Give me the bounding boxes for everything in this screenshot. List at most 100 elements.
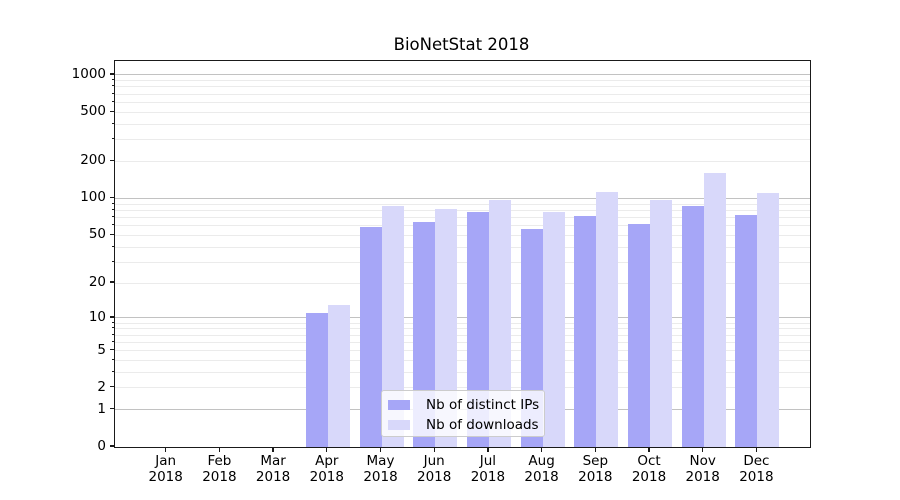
x-tick-month: Sep (582, 453, 609, 469)
legend: Nb of distinct IPs Nb of downloads (381, 390, 545, 437)
x-tick-month: Apr (315, 453, 339, 469)
x-axis-tick (648, 447, 650, 452)
bar-downloads (757, 192, 780, 447)
x-tick-label: Oct 2018 (621, 453, 677, 485)
bar-distinct-ips (305, 313, 328, 447)
x-tick-month: Jun (423, 453, 445, 469)
y-axis-tick (109, 408, 114, 410)
major-gridline (115, 74, 810, 76)
x-tick-year: 2018 (524, 468, 559, 485)
minor-gridline (115, 209, 810, 211)
minor-gridline (115, 246, 810, 248)
x-axis-tick (326, 447, 328, 452)
x-tick-year: 2018 (578, 468, 613, 485)
bar-downloads (488, 199, 511, 447)
legend-swatch-distinct-ips (388, 400, 410, 410)
legend-row-downloads: Nb of downloads (388, 415, 539, 435)
x-tick-month: Feb (207, 453, 232, 469)
y-axis-tick (109, 445, 114, 447)
y-axis-minor-tick (111, 138, 114, 140)
x-axis-tick (702, 447, 704, 452)
x-tick-month: Aug (528, 453, 555, 469)
minor-gridline (115, 203, 810, 205)
x-tick-label: Mar 2018 (245, 453, 301, 485)
x-tick-label: May 2018 (353, 453, 409, 485)
y-axis-minor-tick (111, 202, 114, 204)
y-axis-minor-tick (111, 245, 114, 247)
y-axis-minor-tick (111, 321, 114, 323)
x-tick-month: May (366, 453, 395, 469)
bar-distinct-ips (681, 205, 704, 447)
bar-downloads (703, 173, 726, 447)
y-axis-minor-tick (111, 333, 114, 335)
x-tick-month: Nov (689, 453, 716, 469)
x-axis-tick (165, 447, 167, 452)
x-tick-year: 2018 (739, 468, 774, 485)
bar-distinct-ips (466, 211, 489, 447)
bar-downloads (596, 191, 619, 447)
minor-gridline (115, 334, 810, 336)
x-axis-tick (594, 447, 596, 452)
x-tick-year: 2018 (309, 468, 344, 485)
y-axis-minor-tick (111, 122, 114, 124)
x-tick-year: 2018 (470, 468, 506, 485)
x-axis-tick (433, 447, 435, 452)
legend-label-distinct-ips: Nb of distinct IPs (426, 397, 540, 413)
y-axis-minor-tick (111, 215, 114, 217)
x-tick-label: Nov 2018 (675, 453, 731, 485)
y-axis-minor-tick (111, 100, 114, 102)
bar-distinct-ips (574, 215, 597, 447)
y-axis-minor-tick (111, 370, 114, 372)
minor-gridline (115, 359, 810, 361)
x-tick-year: 2018 (148, 468, 183, 485)
x-tick-month: Jul (479, 453, 497, 469)
x-axis-tick (487, 447, 489, 452)
y-tick-label: 100 (80, 189, 106, 206)
y-axis-tick (109, 281, 114, 283)
x-tick-year: 2018 (363, 468, 398, 485)
y-tick-label: 2 (97, 378, 106, 395)
major-gridline (115, 317, 810, 319)
minor-gridline (115, 160, 810, 162)
bar-downloads (650, 200, 672, 447)
chart-title: BioNetStat 2018 (393, 35, 530, 54)
minor-gridline (115, 80, 810, 82)
minor-gridline (115, 225, 810, 227)
y-axis-tick (109, 159, 114, 162)
bar-downloads (542, 211, 565, 447)
x-tick-label: Jul 2018 (460, 453, 516, 485)
bar-downloads (381, 205, 404, 447)
y-axis-minor-tick (111, 85, 114, 87)
y-axis-minor-tick (111, 208, 114, 210)
y-tick-label: 1000 (71, 65, 106, 82)
x-axis-tick (379, 447, 382, 452)
y-tick-label: 20 (88, 274, 106, 291)
y-axis-tick (109, 386, 114, 388)
minor-gridline (115, 328, 810, 330)
minor-gridline (115, 101, 810, 103)
x-tick-label: Jun 2018 (406, 453, 462, 485)
x-tick-year: 2018 (202, 468, 237, 485)
bar-downloads (435, 209, 458, 447)
x-tick-label: Dec 2018 (728, 453, 784, 485)
y-axis-tick (109, 196, 114, 199)
minor-gridline (115, 139, 810, 141)
y-tick-label: 1 (97, 400, 106, 417)
y-tick-label: 50 (88, 226, 106, 243)
bar-distinct-ips (359, 226, 382, 447)
minor-gridline (115, 350, 810, 351)
y-tick-label: 0 (97, 438, 106, 454)
x-tick-label: Feb 2018 (191, 453, 247, 485)
x-tick-month: Mar (260, 453, 286, 469)
minor-gridline (115, 387, 810, 389)
y-axis-tick (109, 110, 114, 112)
y-axis-minor-tick (111, 340, 114, 342)
major-gridline (115, 197, 810, 199)
minor-gridline (115, 282, 810, 284)
y-axis-minor-tick (111, 224, 114, 226)
y-axis-minor-tick (111, 92, 114, 94)
x-tick-month: Dec (743, 453, 770, 469)
minor-gridline (115, 123, 810, 125)
minor-gridline (115, 341, 810, 343)
